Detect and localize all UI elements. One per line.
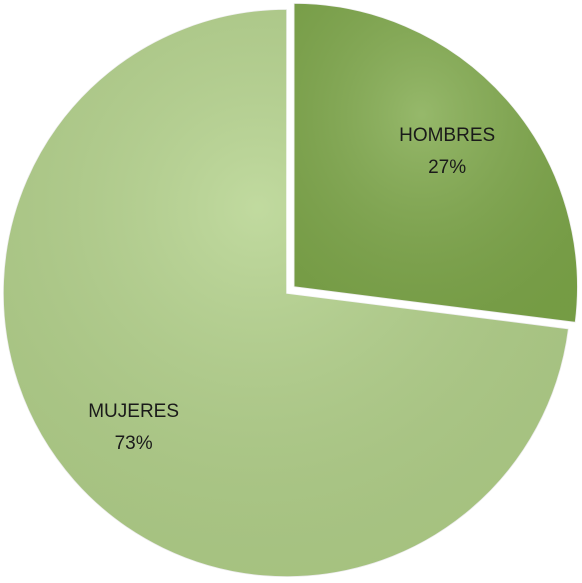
slice-value-label: 73%	[115, 433, 153, 454]
slice-label: MUJERES	[88, 401, 179, 422]
slice-value-label: 27%	[428, 157, 466, 178]
slice-label: HOMBRES	[399, 125, 495, 146]
